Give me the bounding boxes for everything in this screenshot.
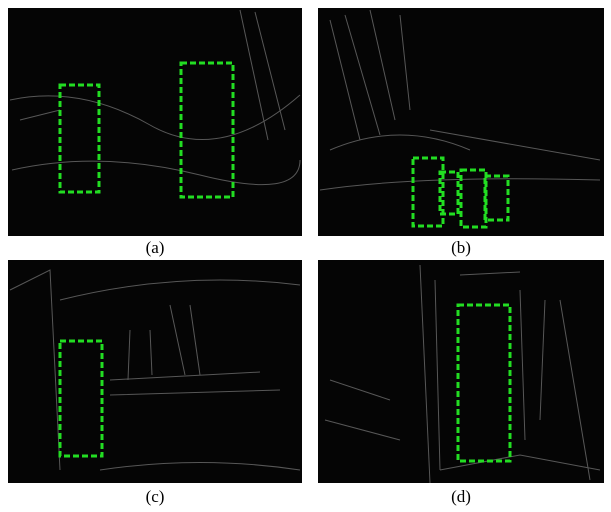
detection-box [438,170,460,216]
panel-d [318,260,604,484]
caption: (d) [451,487,471,506]
edges [9,9,301,186]
caption: (a) [146,238,165,257]
detection-box [58,339,104,458]
edges [9,269,301,471]
caption: (b) [451,238,471,257]
edges [324,264,601,484]
panel-a [8,8,302,236]
detection-box [483,174,510,222]
panel-b [318,8,604,236]
caption: (c) [146,487,165,506]
detection-box [456,303,512,463]
detection-box [58,83,101,194]
detection-box [411,156,445,228]
event-image [318,8,604,236]
detection-box [179,61,235,199]
panel-c [8,260,302,483]
event-image [318,260,604,483]
event-image [8,8,302,236]
detection-box [459,168,488,229]
event-image [8,260,302,483]
